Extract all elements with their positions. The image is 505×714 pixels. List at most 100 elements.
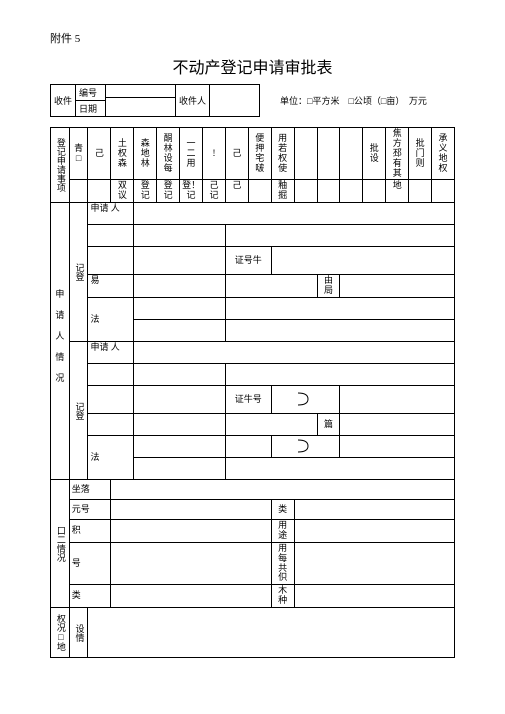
recv1-values bbox=[106, 84, 176, 117]
s3r5c1: 类 bbox=[69, 585, 111, 608]
s1r2c3: 登记 bbox=[134, 180, 157, 203]
sec3-label: 口二情况 bbox=[51, 480, 70, 608]
s2r6c3 bbox=[225, 320, 454, 342]
header-row: 收件 编号 日期 收件人 单位：□平方米 □公顷（□亩） 万元 bbox=[50, 84, 455, 117]
s1r1c15: 批门则 bbox=[409, 128, 432, 180]
s1r1c4: 酮林设每 bbox=[157, 128, 180, 180]
s1r1c6: ! bbox=[203, 128, 226, 180]
page-title: 不动产登记申请审批表 bbox=[50, 54, 455, 78]
s2br2c1 bbox=[88, 364, 134, 386]
recv1-val1 bbox=[106, 85, 175, 98]
s3r4c4 bbox=[294, 542, 454, 585]
s1r2c10 bbox=[294, 180, 317, 203]
s3r3c1: 积 bbox=[69, 520, 111, 543]
s2r5c3 bbox=[225, 298, 454, 320]
s2br3c1 bbox=[88, 386, 134, 414]
s1r1c11 bbox=[317, 128, 340, 180]
s2r4c2 bbox=[134, 275, 226, 298]
s1r1c10 bbox=[294, 128, 317, 180]
sec2-label: 申请人情况 bbox=[51, 203, 70, 480]
s2b-sub3: 人 bbox=[111, 342, 120, 352]
s1r1c7: 己 bbox=[225, 128, 248, 180]
s2r3c4 bbox=[271, 247, 454, 275]
s3r5c3: 木种 bbox=[271, 585, 294, 608]
s2br4c5 bbox=[340, 414, 455, 436]
s3r5c4 bbox=[294, 585, 454, 608]
s2br5c1: 法 bbox=[88, 436, 134, 480]
sec2-sub2a: 记登 bbox=[75, 402, 85, 420]
s2br1c2 bbox=[134, 342, 455, 364]
s1r2c15 bbox=[409, 180, 432, 203]
s3r2c4 bbox=[294, 500, 454, 520]
s1r2c13 bbox=[363, 180, 386, 203]
sec2-sub2: 记登 bbox=[69, 342, 88, 480]
s1r1c13: 批设 bbox=[363, 128, 386, 180]
s2br4c3 bbox=[225, 414, 317, 436]
s1r1c8: 便押宅啵 bbox=[248, 128, 271, 180]
s2br3c5 bbox=[340, 386, 455, 414]
s2-sub2: 申请 bbox=[90, 203, 108, 213]
sec4-sub: 设情 bbox=[69, 608, 88, 658]
s2r3c2 bbox=[134, 247, 226, 275]
s2r6c2 bbox=[134, 320, 226, 342]
sec1-label: 登记申请事项 bbox=[51, 128, 70, 203]
s2r2c2 bbox=[134, 225, 226, 247]
s3r4c1: 号 bbox=[69, 542, 111, 585]
s2r4c3 bbox=[225, 275, 317, 298]
s4r1 bbox=[88, 608, 455, 658]
s2br4c2 bbox=[134, 414, 226, 436]
s1r1c5: 一二用 bbox=[180, 128, 203, 180]
s2br2c2 bbox=[134, 364, 226, 386]
recv1-fields: 编号 日期 bbox=[76, 84, 106, 117]
s2br1c1: 申请 人 bbox=[88, 342, 134, 364]
s2r4c1: 易 bbox=[88, 275, 134, 298]
s2br5c2 bbox=[134, 436, 226, 458]
s2r3c3: 证号牛 bbox=[225, 247, 271, 275]
s2br6c2 bbox=[134, 458, 226, 480]
recv1-row2: 日期 bbox=[76, 101, 105, 116]
s2br5c3 bbox=[225, 436, 271, 458]
s3r5c2 bbox=[111, 585, 271, 608]
s3r2c1: 元号 bbox=[69, 500, 111, 520]
s2br3c4 bbox=[271, 386, 340, 414]
sec2-sub1: 记登 bbox=[69, 203, 88, 342]
s2br2c3 bbox=[225, 364, 454, 386]
s1r2c2: 双议 bbox=[111, 180, 134, 203]
s2b-sub2: 申请 bbox=[90, 342, 108, 352]
s2-sub3: 人 bbox=[111, 203, 120, 213]
s1r2c0 bbox=[69, 180, 88, 203]
s3r2c2 bbox=[111, 500, 271, 520]
s2r4c4: 由局 bbox=[317, 275, 340, 298]
s3r4c2 bbox=[111, 542, 271, 585]
s3r4c3: 用每共伿 bbox=[271, 542, 294, 585]
s3r1c1: 坐落 bbox=[69, 480, 111, 500]
recv2-value bbox=[210, 84, 260, 117]
s2r5c1: 法 bbox=[88, 298, 134, 342]
s1r2c12 bbox=[340, 180, 363, 203]
recv2-label: 收件人 bbox=[176, 84, 210, 117]
s3r3c4 bbox=[294, 520, 454, 543]
recv1-val2 bbox=[106, 98, 175, 110]
s1r1c0: 青□ bbox=[69, 128, 88, 180]
s1r1c9: 用若权使 bbox=[271, 128, 294, 180]
s1r1c16: 承义地权 bbox=[432, 128, 455, 180]
s3r3c3: 用途 bbox=[271, 520, 294, 543]
s1r1c12 bbox=[340, 128, 363, 180]
s2br5c4 bbox=[271, 436, 340, 458]
s1r2c8 bbox=[248, 180, 271, 203]
s1r2c1 bbox=[88, 180, 111, 203]
s2r2c1 bbox=[88, 225, 134, 247]
s2br6c3 bbox=[225, 458, 454, 480]
s2r1c1: 申请 人 bbox=[88, 203, 134, 225]
attachment-label: 附件 5 bbox=[50, 30, 455, 46]
s1r1c1: 己 bbox=[88, 128, 111, 180]
s2r3c1 bbox=[88, 247, 134, 275]
unit-text: 单位：□平方米 □公顷（□亩） 万元 bbox=[280, 84, 427, 117]
s1r2c9: 釉掘 bbox=[271, 180, 294, 203]
s3r2c3: 类 bbox=[271, 500, 294, 520]
s2br5c5 bbox=[340, 436, 455, 458]
bracket-icon-2 bbox=[296, 439, 316, 453]
s2br3c3: 证牛号 bbox=[225, 386, 271, 414]
s1r2c5: 登！记 bbox=[180, 180, 203, 203]
s1r2c4: 登记 bbox=[157, 180, 180, 203]
